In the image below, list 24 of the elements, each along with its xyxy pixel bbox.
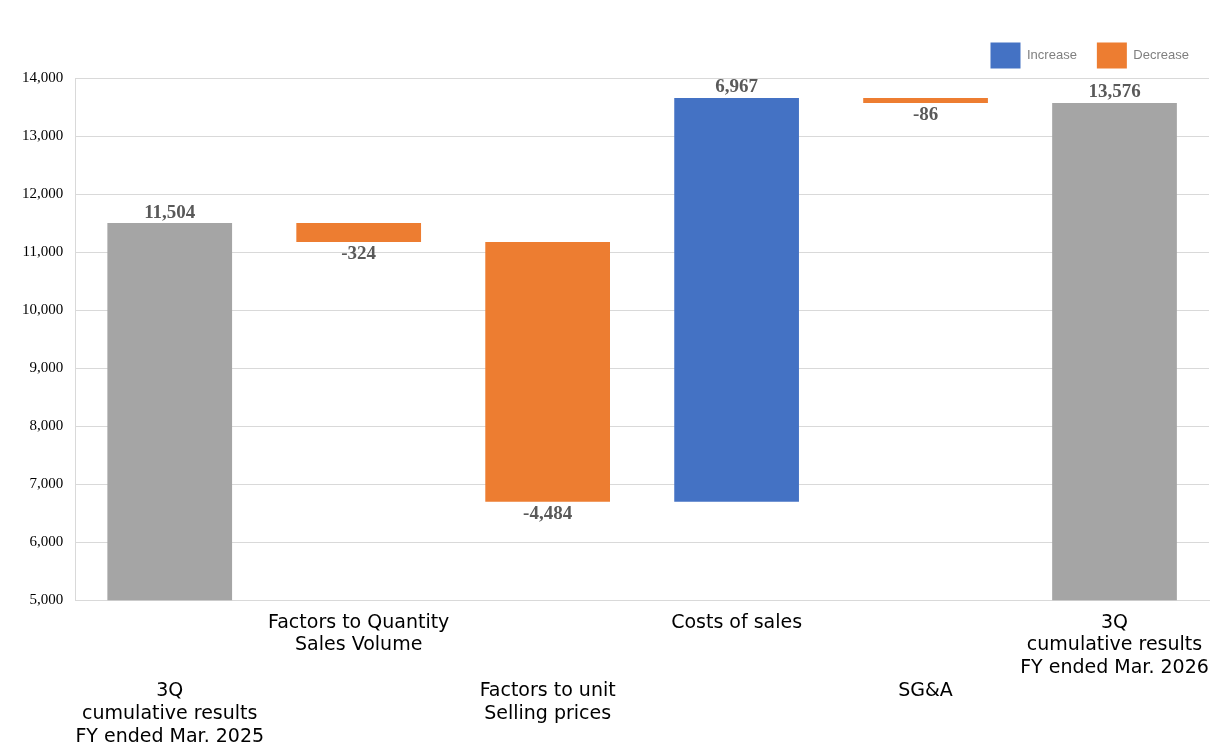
y-tick-label: 10,000 bbox=[22, 301, 64, 318]
x-tick-label: SG&A bbox=[898, 677, 953, 700]
y-tick-label: 9,000 bbox=[29, 359, 64, 376]
data-label: 13,576 bbox=[1088, 80, 1141, 102]
x-tick-label: Factors to unit Selling prices bbox=[479, 677, 616, 723]
y-tick-label: 8,000 bbox=[29, 417, 64, 434]
y-tick-label: 11,000 bbox=[22, 243, 64, 260]
x-tick-label: 3Q cumulative results FY ended Mar. 2026 bbox=[1020, 609, 1209, 678]
data-label: -4,484 bbox=[523, 502, 573, 524]
y-tick-label: 5,000 bbox=[29, 591, 64, 608]
data-label: 11,504 bbox=[144, 200, 196, 222]
x-tick-label: Factors to Quantity Sales Volume bbox=[268, 609, 450, 655]
y-tick-label: 12,000 bbox=[22, 185, 64, 202]
x-tick-label: Costs of sales bbox=[671, 609, 803, 632]
data-label: -86 bbox=[912, 103, 939, 125]
data-label: 6,967 bbox=[715, 75, 759, 97]
legend-label: Decrease bbox=[1133, 46, 1189, 62]
y-tick-label: 7,000 bbox=[29, 475, 64, 492]
y-tick-label: 14,000 bbox=[22, 69, 64, 86]
x-tick-label: 3Q cumulative results FY ended Mar. 2025 bbox=[75, 677, 265, 746]
y-tick-label: 13,000 bbox=[22, 127, 64, 144]
y-tick-label: 6,000 bbox=[29, 533, 64, 550]
data-label: -324 bbox=[341, 242, 377, 264]
legend-label: Increase bbox=[1027, 46, 1077, 62]
